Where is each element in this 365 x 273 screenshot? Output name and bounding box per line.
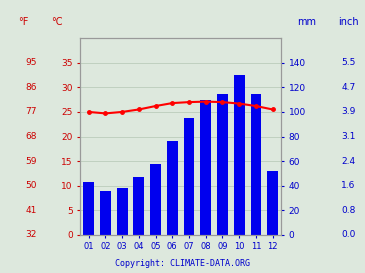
Text: 0.0: 0.0 xyxy=(341,230,356,239)
Bar xyxy=(100,191,111,235)
Text: 59: 59 xyxy=(25,157,37,165)
Text: 95: 95 xyxy=(25,58,37,67)
Text: °F: °F xyxy=(19,17,29,27)
Bar xyxy=(184,118,195,235)
Bar xyxy=(150,164,161,235)
Text: 1.6: 1.6 xyxy=(341,181,356,190)
Bar xyxy=(134,177,144,235)
Text: 4.7: 4.7 xyxy=(341,83,356,92)
Text: 3.9: 3.9 xyxy=(341,108,356,116)
Text: inch: inch xyxy=(338,17,359,27)
Text: °C: °C xyxy=(51,17,62,27)
Text: 41: 41 xyxy=(25,206,37,215)
Text: 0.8: 0.8 xyxy=(341,206,356,215)
Bar xyxy=(83,182,94,235)
Text: 50: 50 xyxy=(25,181,37,190)
Text: 2.4: 2.4 xyxy=(342,157,356,165)
Text: mm: mm xyxy=(297,17,316,27)
Bar xyxy=(250,93,261,235)
Bar xyxy=(267,171,278,235)
Text: 3.1: 3.1 xyxy=(341,132,356,141)
Text: 5.5: 5.5 xyxy=(341,58,356,67)
Text: Copyright: CLIMATE-DATA.ORG: Copyright: CLIMATE-DATA.ORG xyxy=(115,259,250,268)
Bar xyxy=(200,100,211,235)
Bar xyxy=(167,141,178,235)
Bar xyxy=(117,188,127,235)
Text: 77: 77 xyxy=(25,108,37,116)
Text: 86: 86 xyxy=(25,83,37,92)
Text: 32: 32 xyxy=(25,230,37,239)
Bar xyxy=(217,93,228,235)
Bar xyxy=(234,75,245,235)
Text: 68: 68 xyxy=(25,132,37,141)
